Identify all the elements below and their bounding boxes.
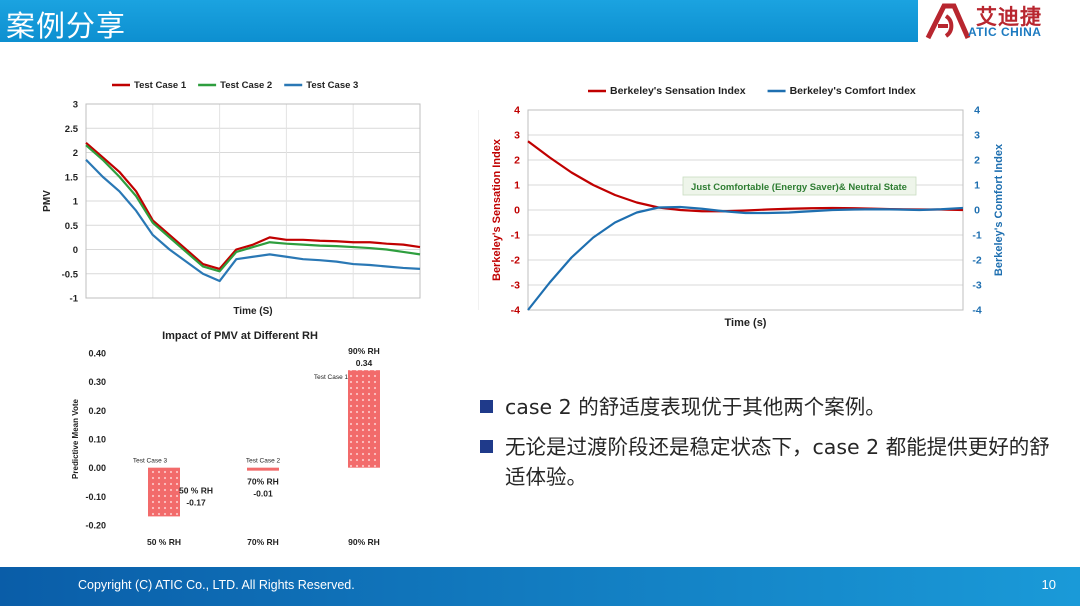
footer-bar: Copyright (C) ATIC Co., LTD. All Rights …: [0, 567, 1080, 606]
legend-label: Test Case 2: [220, 80, 272, 91]
bullet-text: case 2 的舒适度表现优于其他两个案例。: [505, 395, 886, 419]
bar-value-label: -0.01: [253, 489, 273, 499]
category-label: 90% RH: [348, 537, 380, 547]
bar-rh-label: 70% RH: [247, 477, 279, 487]
y-tick-label: 1.5: [65, 172, 79, 183]
y-tick-label: 1: [514, 180, 520, 192]
berkeley-index-chart: Berkeley's Sensation Index Berkeley's Com…: [478, 85, 1005, 329]
y-tick-label-right: 0: [974, 205, 980, 217]
y-tick-label: -0.20: [85, 521, 106, 531]
y-tick-label-right: -1: [972, 230, 981, 242]
y-tick-label: 0.00: [88, 463, 106, 473]
plot-frame: [85, 103, 421, 299]
legend-label: Berkeley's Sensation Index: [610, 85, 746, 97]
bullet-text: 无论是过渡阶段还是稳定状态下，case 2 都能提供更好的舒适体验。: [505, 435, 1050, 489]
y-tick-label-right: 2: [974, 155, 980, 167]
bullet-item: case 2 的舒适度表现优于其他两个案例。: [480, 392, 1050, 422]
y-tick-label: 0.5: [65, 221, 79, 232]
logo: 艾迪捷 ATIC CHINA: [918, 0, 1080, 42]
y-tick-label: 2: [73, 148, 78, 159]
logo-english-text: ATIC CHINA: [968, 25, 1042, 39]
y-tick-label: 0.10: [88, 435, 106, 445]
bullet-item: 无论是过渡阶段还是稳定状态下，case 2 都能提供更好的舒适体验。: [480, 432, 1050, 492]
y-tick-label: 2.5: [65, 124, 79, 135]
bullet-square-icon: [480, 400, 493, 413]
y-tick-label: -3: [511, 280, 520, 292]
legend-label: Test Case 3: [306, 80, 358, 91]
y-tick-label-right: 3: [974, 130, 980, 142]
annotation-box: [682, 176, 917, 196]
y-tick-label: -2: [511, 255, 520, 267]
category-label: 50 % RH: [147, 537, 181, 547]
y-tick-label: 1: [73, 197, 79, 208]
series-line: [527, 140, 964, 213]
bar-value-label: 0.34: [356, 358, 373, 368]
atic-logo-icon: [925, 3, 971, 40]
y-tick-label-right: -3: [972, 280, 981, 292]
y-tick-label: -0.5: [62, 269, 79, 280]
logo-chinese-text: 艾迪捷: [976, 5, 1042, 29]
y-tick-label-right: 1: [974, 180, 980, 192]
bullet-list: case 2 的舒适度表现优于其他两个案例。 无论是过渡阶段还是稳定状态下，ca…: [480, 392, 1050, 502]
y-axis-label: Predictive Mean Vote: [71, 399, 80, 479]
series-line: [85, 144, 421, 273]
y-tick-label: 0.40: [88, 349, 106, 359]
y-tick-label: -1: [70, 294, 79, 305]
page-title: 案例分享: [6, 9, 127, 43]
pmv-time-chart: Test Case 1 Test Case 2 Test Case 3 3 2.5 2 1…: [42, 80, 421, 317]
series-line: [85, 141, 421, 270]
y-tick-label: 3: [514, 130, 520, 142]
bar-case-label: Test Case 3: [133, 458, 168, 465]
y-tick-label: 2: [514, 155, 520, 167]
series-line: [85, 159, 421, 283]
y-axis-label: PMV: [42, 190, 53, 212]
bullet-square-icon: [480, 440, 493, 453]
legend-label: Test Case 1: [134, 80, 187, 91]
y-axis-label-left: Berkeley's Sensation Index: [491, 138, 503, 281]
bar: [247, 467, 279, 471]
y-tick-label: 0.30: [88, 377, 106, 387]
bar: [348, 370, 380, 468]
annotation-text: Just Comfortable (Energy Saver)& Neutral…: [691, 182, 907, 193]
y-tick-label-right: -4: [972, 305, 981, 317]
legend-label: Berkeley's Comfort Index: [790, 85, 916, 97]
bar-value-label: -0.17: [186, 497, 206, 507]
y-tick-label: 4: [514, 105, 520, 117]
bar: [148, 467, 180, 517]
page-number: 10: [1041, 577, 1056, 592]
y-axis-label-right: Berkeley's Comfort Index: [993, 143, 1005, 276]
y-tick-label: -0.10: [85, 492, 106, 502]
y-tick-label-right: 4: [974, 105, 980, 117]
series-line: [527, 205, 964, 311]
bar-case-label: Test Case 2: [246, 458, 281, 465]
y-tick-label: 0.20: [88, 406, 106, 416]
y-tick-label-right: -2: [972, 255, 981, 267]
rh-bar-chart: Impact of PMV at Different RH 0.40 0.30 0.…: [71, 330, 380, 547]
y-tick-label: 0: [73, 245, 78, 256]
y-tick-label: -1: [511, 230, 520, 242]
y-tick-label: -4: [511, 305, 520, 317]
y-tick-label: 3: [73, 100, 78, 111]
bar-rh-label: 50 % RH: [179, 485, 213, 495]
header-bar: 案例分享 艾迪捷 ATIC CHINA: [0, 0, 1080, 43]
x-axis-label: Time (S): [233, 306, 272, 317]
x-axis-label: Time (s): [725, 317, 767, 329]
category-label: 70% RH: [247, 537, 279, 547]
chart-title: Impact of PMV at Different RH: [162, 330, 318, 342]
bar-case-label: Test Case 1: [314, 374, 349, 381]
y-tick-label: 0: [514, 205, 520, 217]
bar-rh-label: 90% RH: [348, 346, 380, 356]
copyright-text: Copyright (C) ATIC Co., LTD. All Rights …: [78, 578, 355, 592]
